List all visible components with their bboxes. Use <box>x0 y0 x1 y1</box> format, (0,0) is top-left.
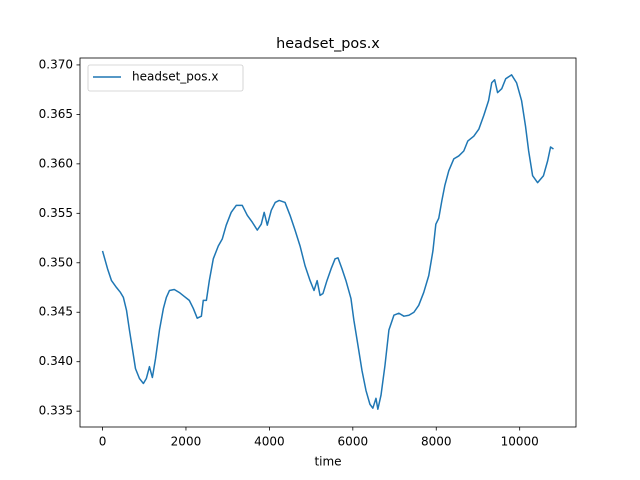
chart-title: headset_pos.x <box>276 36 380 52</box>
x-tick-label: 4000 <box>254 435 285 449</box>
plot-frame <box>79 57 577 428</box>
line <box>101 74 554 410</box>
y-tick-label: 0.370 <box>39 57 73 71</box>
x-tick-label: 2000 <box>171 435 202 449</box>
x-axis-label: time <box>314 455 341 469</box>
y-tick-label: 0.365 <box>39 107 73 121</box>
y-tick-label: 0.360 <box>39 156 73 170</box>
x-tick-label: 6000 <box>338 435 369 449</box>
y-tick-label: 0.335 <box>39 404 73 418</box>
y-tick-label: 0.345 <box>39 305 73 319</box>
legend-label: headset_pos.x <box>132 70 218 84</box>
legend-box <box>87 64 244 92</box>
y-tick-label: 0.350 <box>39 255 73 269</box>
x-tick-label: 0 <box>99 435 107 449</box>
x-tick-label: 10000 <box>501 435 539 449</box>
y-tick-label: 0.355 <box>39 206 73 220</box>
x-tick-label: 8000 <box>421 435 452 449</box>
y-tick-label: 0.340 <box>39 354 73 368</box>
